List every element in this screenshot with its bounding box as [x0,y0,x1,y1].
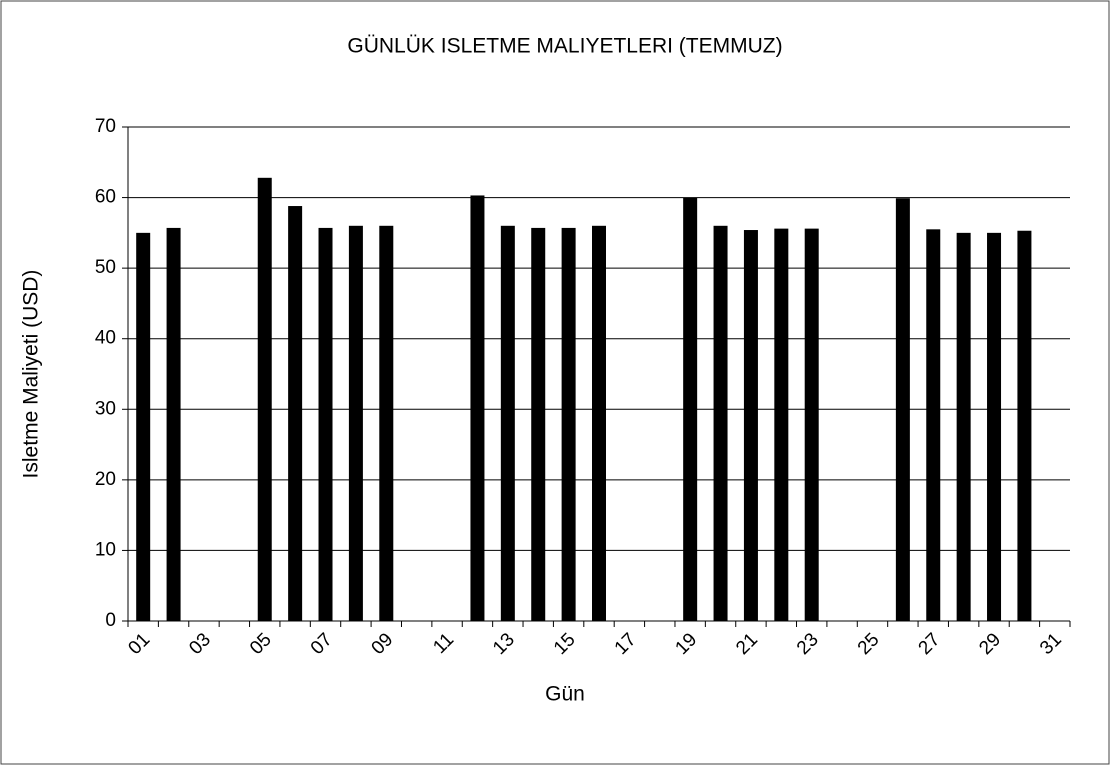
y-tick-label: 30 [95,398,116,419]
y-tick-label: 0 [105,610,116,631]
bar [470,195,485,621]
bar [136,232,151,621]
bar [987,232,1002,621]
bar [348,225,363,622]
bar [713,225,728,622]
bar [956,232,971,621]
x-axis-label: Gün [545,683,585,706]
bar [1017,230,1032,622]
bar [743,230,758,621]
y-tick-label: 60 [95,187,116,208]
y-tick-label: 50 [95,257,116,278]
bar [804,228,819,621]
bar [774,228,789,621]
bar [318,227,333,621]
chart-title: GÜNLÜK ISLETME MALIYETLERI (TEMMUZ) [347,35,782,58]
bar [500,225,515,622]
bar [895,198,910,621]
bar [166,227,181,621]
bar [683,197,698,622]
bar [257,177,272,621]
y-tick-label: 70 [95,116,116,137]
bar [592,225,606,622]
y-tick-label: 40 [95,328,116,349]
bar [561,227,576,621]
bar [288,206,303,622]
bar [379,225,394,622]
bar [926,229,941,622]
y-axis-label: Isletme Maliyeti (USD) [20,270,43,479]
y-tick-label: 10 [95,539,116,560]
y-tick-label: 20 [95,469,116,490]
bar [531,227,546,621]
